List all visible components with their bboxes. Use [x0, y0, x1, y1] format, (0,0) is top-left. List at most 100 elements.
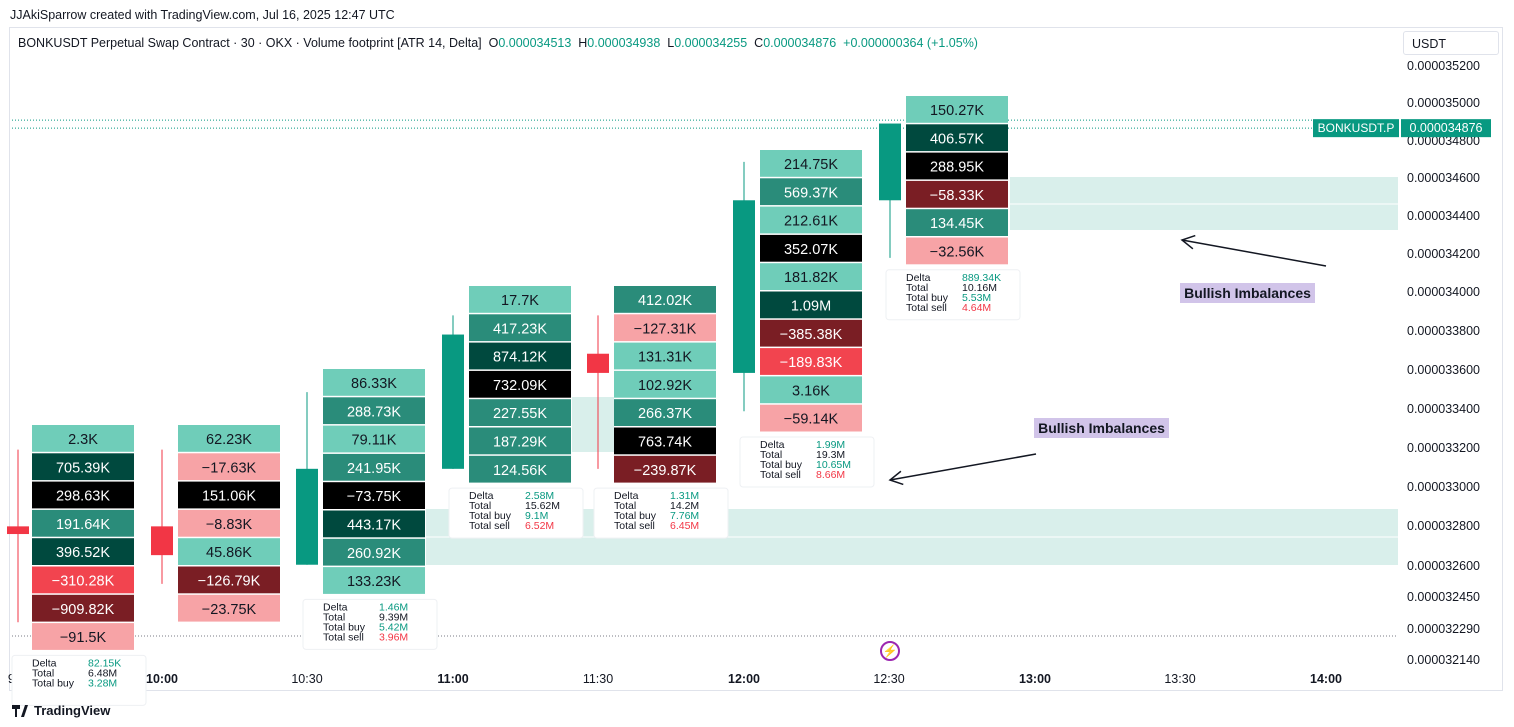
- footprint-volume-label: −73.75K: [347, 489, 402, 505]
- y-axis-tick-label: 0.000032600: [1407, 559, 1480, 573]
- footprint-volume-label: −17.63K: [202, 460, 257, 476]
- x-axis-tick-label: 13:00: [1019, 672, 1051, 686]
- chart-credit: JJAkiSparrow created with TradingView.co…: [10, 8, 395, 22]
- footprint-cell: [178, 425, 280, 452]
- summary-value: 10.16M: [962, 282, 997, 294]
- currency-selector[interactable]: USDT: [1403, 31, 1499, 55]
- footprint-cell: [323, 425, 425, 453]
- summary-label: Total buy: [323, 621, 366, 633]
- footprint-volume-label: −91.5K: [60, 630, 107, 646]
- footprint-volume-label: −189.83K: [780, 355, 843, 371]
- footprint-cell: [32, 481, 134, 509]
- summary-value: 7.76M: [670, 510, 699, 522]
- y-axis-tick-label: 0.000033600: [1407, 363, 1480, 377]
- summary-label: Total buy: [906, 292, 949, 304]
- summary-label: Total: [469, 500, 491, 512]
- summary-value: 3.28M: [88, 677, 117, 689]
- footprint-cell: [469, 399, 571, 426]
- x-axis-tick-label: 12:30: [873, 672, 904, 686]
- legend-high-label: H: [578, 36, 588, 50]
- footprint-volume-label: 102.92K: [638, 378, 692, 394]
- summary-value: 15.62M: [525, 500, 560, 512]
- last-price-label: 0.000034876: [1410, 121, 1483, 135]
- annotation-arrowhead: [888, 470, 904, 486]
- y-axis-tick-label: 0.000032800: [1407, 519, 1480, 533]
- legend-high: 0.000034938: [587, 36, 661, 50]
- lightning-event-icon[interactable]: ⚡: [880, 641, 900, 661]
- footprint-cell: [32, 425, 134, 452]
- footprint-volume-label: 151.06K: [202, 489, 256, 505]
- footprint-cell: [614, 314, 716, 342]
- footprint-volume-label: 3.16K: [792, 383, 830, 399]
- annotation-arrowhead: [1180, 234, 1196, 250]
- legend-close: 0.000034876: [763, 36, 837, 50]
- summary-label: Delta: [32, 657, 57, 669]
- summary-box: [448, 487, 584, 539]
- summary-value: 9.39M: [379, 611, 408, 623]
- footprint-cell: [323, 538, 425, 566]
- footprint-cell: [32, 566, 134, 594]
- summary-label: Total: [760, 449, 782, 461]
- y-axis-tick-label: 0.000032290: [1407, 622, 1480, 636]
- footprint-volume-label: −239.87K: [634, 463, 697, 479]
- summary-label: Delta: [614, 490, 639, 502]
- footprint-cell: [760, 319, 862, 347]
- footprint-volume-label: 298.63K: [56, 489, 110, 505]
- x-axis-tick-label: 11:00: [437, 672, 468, 686]
- footprint-volume-label: 443.17K: [347, 518, 401, 534]
- y-axis-tick-label: 0.000035000: [1407, 96, 1480, 110]
- footprint-cell: [906, 237, 1008, 265]
- footprint-cell: [178, 509, 280, 537]
- footprint-volume-label: 288.73K: [347, 404, 401, 420]
- x-axis-tick-label: 14:00: [1310, 672, 1342, 686]
- footprint-volume-label: 134.45K: [930, 216, 984, 232]
- summary-label: Total sell: [906, 302, 947, 314]
- x-axis-tick-label: 11:30: [583, 672, 613, 686]
- summary-value: 19.3M: [816, 449, 845, 461]
- legend-close-label: C: [754, 36, 764, 50]
- y-axis-tick-label: 0.000034400: [1407, 209, 1480, 223]
- footprint-cell: [323, 567, 425, 594]
- footprint-cell: [760, 404, 862, 432]
- annotation-box: [1034, 418, 1169, 438]
- footprint-cell: [323, 453, 425, 481]
- candle-body: [733, 200, 755, 373]
- summary-value: 82.15K: [88, 657, 121, 669]
- footprint-cell: [32, 538, 134, 565]
- footprint-cell: [760, 206, 862, 234]
- candle-body: [587, 353, 609, 373]
- footprint-cell: [32, 453, 134, 481]
- summary-label: Total sell: [614, 520, 655, 532]
- summary-value: 5.42M: [379, 621, 408, 633]
- footprint-volume-label: −8.83K: [206, 517, 253, 533]
- footprint-cell: [469, 286, 571, 313]
- candle-body: [879, 123, 901, 201]
- footprint-cell: [32, 509, 134, 537]
- summary-value: 6.45M: [670, 520, 699, 532]
- footprint-cell: [760, 348, 862, 375]
- footprint-volume-label: −385.38K: [780, 327, 843, 343]
- summary-value: 2.58M: [525, 490, 554, 502]
- footprint-volume-label: 396.52K: [56, 545, 110, 561]
- footprint-volume-label: 241.95K: [347, 461, 401, 477]
- summary-value: 6.52M: [525, 520, 554, 532]
- x-axis-tick-label: 10:30: [291, 672, 322, 686]
- summary-value: 1.99M: [816, 439, 845, 451]
- footprint-volume-label: 86.33K: [351, 376, 397, 392]
- chart-legend: BONKUSDT Perpetual Swap Contract · 30 · …: [18, 36, 978, 50]
- footprint-cell: [614, 399, 716, 426]
- footprint-volume-label: 288.95K: [930, 160, 984, 176]
- footprint-cell: [323, 369, 425, 396]
- footprint-volume-label: 150.27K: [930, 103, 984, 119]
- summary-label: Total sell: [469, 520, 510, 532]
- summary-label: Delta: [760, 439, 785, 451]
- footprint-volume-label: 133.23K: [347, 574, 401, 590]
- summary-label: Total sell: [323, 631, 364, 643]
- footprint-volume-label: −310.28K: [52, 574, 115, 590]
- footprint-cell: [469, 370, 571, 398]
- x-axis-tick-label: 12:00: [728, 672, 760, 686]
- last-price-tag: [1401, 119, 1491, 138]
- footprint-volume-label: 191.64K: [56, 517, 110, 533]
- footprint-cell: [178, 481, 280, 509]
